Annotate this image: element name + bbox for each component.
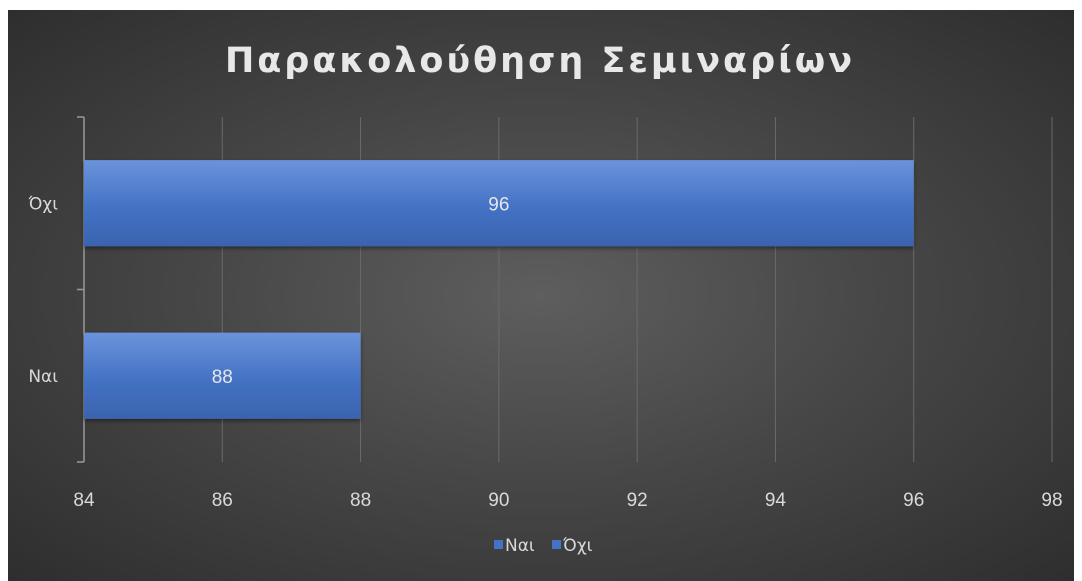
bar: [84, 160, 914, 247]
x-tick-label: 84: [73, 490, 95, 511]
x-tick-label: 98: [1041, 490, 1062, 511]
legend: Ναι Όχι: [494, 536, 593, 556]
data-label: 88: [212, 367, 233, 388]
chart-area: [8, 10, 1074, 581]
data-labels: 88 96: [212, 194, 510, 388]
y-category-label: Ναι: [28, 367, 58, 387]
x-tick-label: 96: [903, 490, 924, 511]
legend-label: Ναι: [505, 536, 535, 556]
x-tick-label: 88: [350, 490, 371, 511]
data-label: 96: [488, 194, 509, 215]
y-axis: [77, 116, 85, 463]
x-tick-label: 86: [212, 490, 233, 511]
y-axis-category-labels: Ναι Όχι: [28, 194, 59, 387]
x-tick-label: 94: [765, 490, 787, 511]
x-tick-label: 92: [627, 490, 648, 511]
y-category-label: Όχι: [28, 194, 59, 214]
legend-swatch: [494, 540, 503, 549]
x-axis-tick-labels: 84 86 88 90 92 94 96 98: [73, 490, 1062, 511]
legend-label: Όχι: [562, 536, 593, 556]
legend-swatch: [552, 540, 561, 549]
bar: [84, 332, 361, 419]
x-tick-label: 90: [488, 490, 509, 511]
chart-title: Παρακολούθηση Σεμιναρίων: [225, 41, 855, 81]
bars: [84, 160, 914, 419]
